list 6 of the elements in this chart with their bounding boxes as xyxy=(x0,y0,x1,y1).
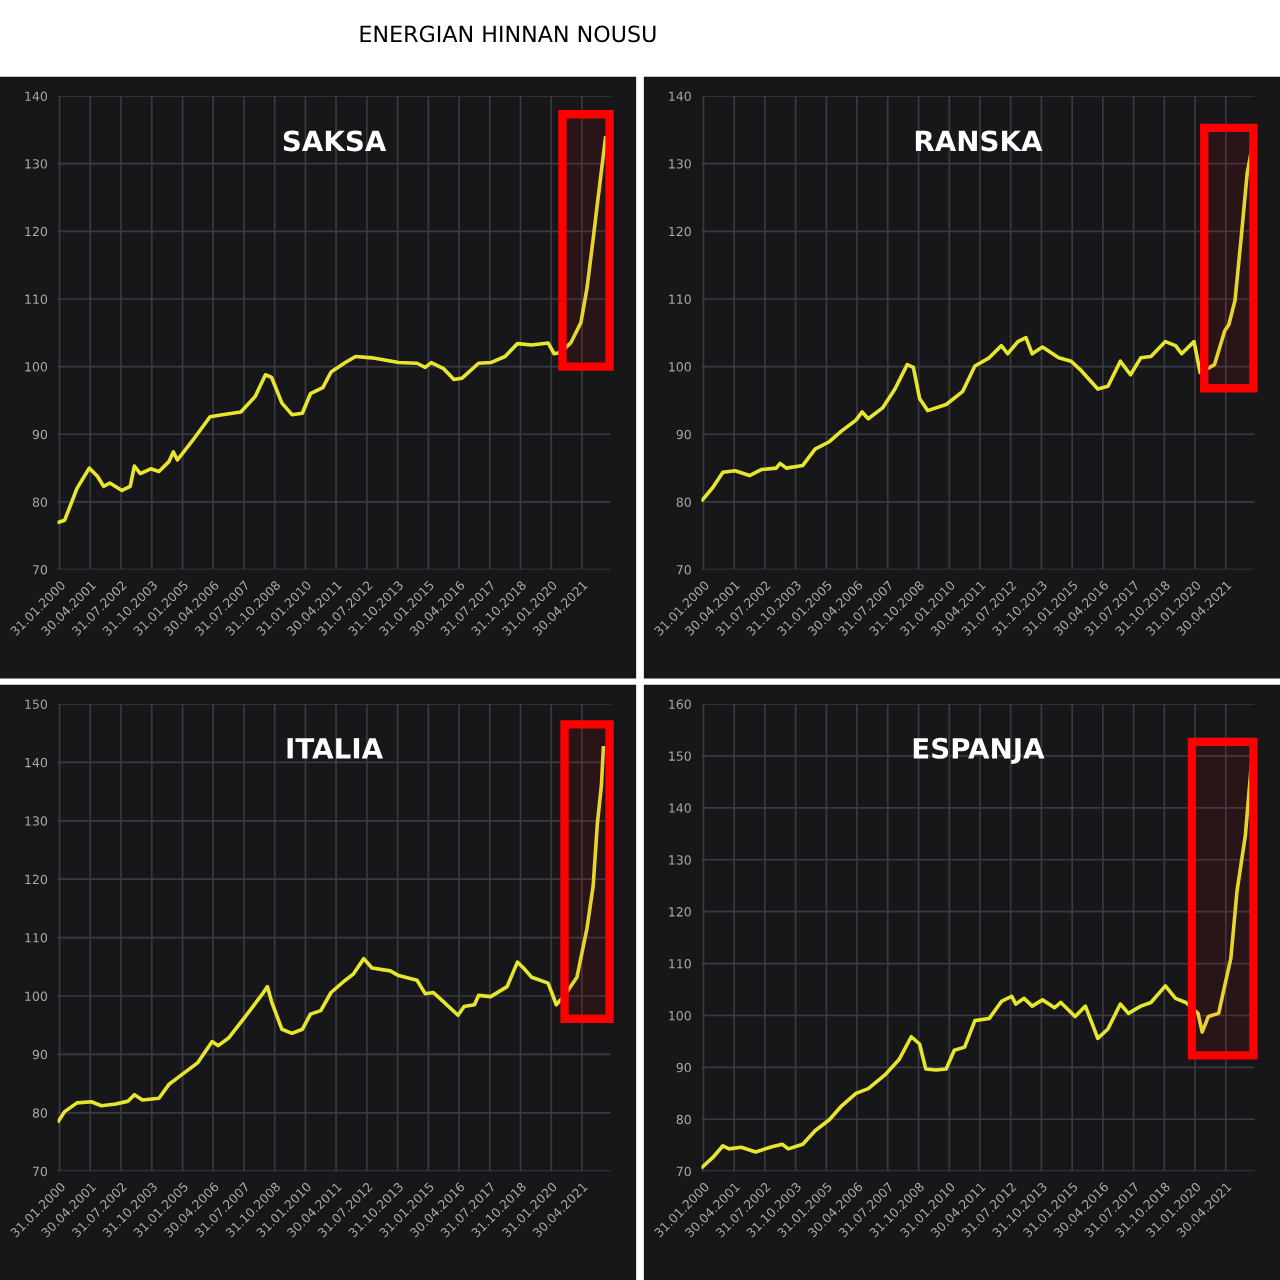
line-series xyxy=(701,149,1254,502)
text: SAKSA xyxy=(283,130,387,152)
text: ENERGIAN HINNAN NOUSU xyxy=(360,25,656,43)
text: ESPANJA xyxy=(913,737,1045,764)
text: ITALIA xyxy=(287,738,384,759)
text: RANSKA xyxy=(915,130,1043,152)
